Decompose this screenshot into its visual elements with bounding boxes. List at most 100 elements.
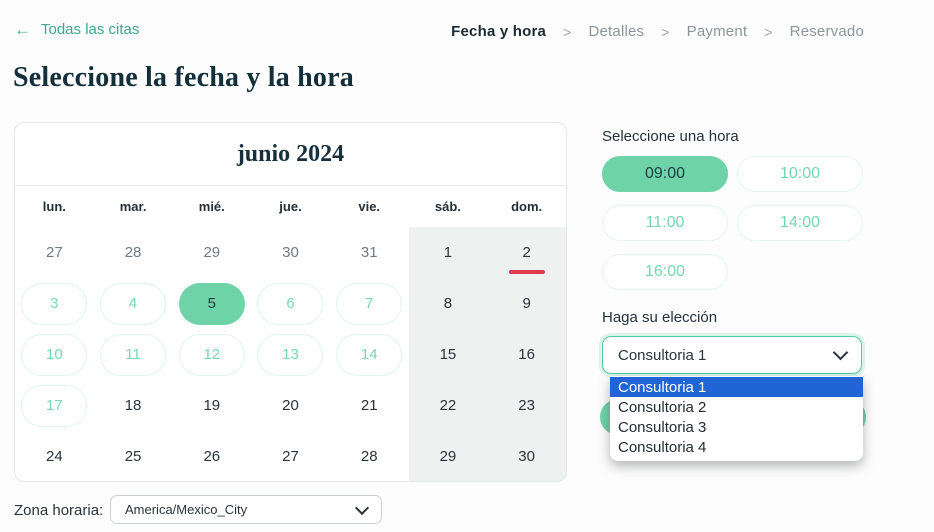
calendar-day[interactable]: 23 (487, 380, 566, 431)
consultation-select-value: Consultoria 1 (618, 346, 707, 364)
day-number: 16 (518, 346, 535, 363)
day-number: 6 (257, 282, 324, 325)
day-number: 28 (124, 244, 142, 261)
calendar-day[interactable]: 4 (94, 278, 173, 329)
day-number: 1 (443, 244, 453, 261)
calendar-day[interactable]: 9 (487, 278, 566, 329)
weekday-label: dom. (511, 199, 543, 214)
calendar-day[interactable]: 28 (330, 431, 409, 481)
calendar-day[interactable]: 27 (251, 431, 330, 481)
calendar-day[interactable]: 24 (15, 431, 94, 481)
day-number: 29 (439, 448, 457, 465)
calendar-day[interactable]: 30 (487, 431, 566, 481)
breadcrumb-separator: > (563, 23, 572, 40)
time-slot-list: 09:00 10:00 11:00 14:00 16:00 (602, 156, 863, 290)
back-arrow-icon: ← (14, 20, 31, 39)
dropdown-option[interactable]: Consultoria 3 (618, 418, 707, 436)
calendar-day[interactable]: 28 (94, 227, 173, 278)
back-link-label: Todas las citas (41, 21, 140, 38)
day-number: 20 (282, 397, 299, 414)
day-number: 24 (46, 448, 63, 465)
calendar-day[interactable]: 11 (94, 329, 173, 380)
day-number: 25 (124, 448, 142, 465)
calendar-day[interactable]: 3 (15, 278, 94, 329)
day-number: 12 (178, 333, 245, 376)
day-number: 9 (522, 295, 531, 312)
calendar-day[interactable]: 12 (172, 329, 251, 380)
calendar-day[interactable]: 18 (94, 380, 173, 431)
weekday-label: vie. (358, 199, 381, 214)
calendar-day[interactable]: 27 (15, 227, 94, 278)
day-number: 27 (46, 244, 63, 261)
calendar-day[interactable]: 20 (251, 380, 330, 431)
consultation-dropdown: Consultoria 1 Consultoria 2 Consultoria 3 C… (610, 376, 863, 461)
time-slot-button[interactable]: 14:00 (737, 205, 863, 241)
calendar-day[interactable]: 6 (251, 278, 330, 329)
time-slot-button[interactable]: 09:00 (602, 156, 728, 192)
calendar-day[interactable]: 22 (408, 380, 488, 431)
day-number: 30 (518, 448, 535, 465)
weekday-label: sáb. (434, 199, 461, 214)
day-number: 10 (21, 333, 88, 376)
choice-section-label: Haga su elección (602, 309, 718, 326)
day-number: 4 (100, 282, 167, 325)
calendar-day[interactable]: 19 (172, 380, 251, 431)
day-number: 27 (282, 448, 299, 465)
calendar-day[interactable]: 13 (251, 329, 330, 380)
calendar-day[interactable]: 30 (251, 227, 330, 278)
time-slot-button[interactable]: 10:00 (737, 156, 863, 192)
timezone-select[interactable]: America/Mexico_City (110, 495, 382, 524)
breadcrumb: Fecha y hora > Detalles > Payment > Reservado (451, 23, 864, 40)
day-number: 28 (360, 448, 378, 465)
weekday-header-row: lun. mar. mié. jue. vie. sáb. dom. (15, 186, 566, 227)
chevron-down-icon (832, 344, 849, 361)
time-slot-button[interactable]: 16:00 (602, 254, 728, 290)
chevron-down-icon (354, 500, 370, 516)
calendar-day[interactable]: 14 (330, 329, 409, 380)
calendar-day[interactable]: 16 (487, 329, 566, 380)
back-to-appointments-link[interactable]: ← Todas las citas (14, 21, 139, 38)
calendar-day[interactable]: 29 (172, 227, 251, 278)
day-number: 17 (21, 384, 88, 427)
calendar-day[interactable]: 17 (15, 380, 94, 431)
day-number: 15 (439, 346, 457, 363)
calendar-day[interactable]: 15 (408, 329, 488, 380)
calendar-day[interactable]: 26 (172, 431, 251, 481)
day-number: 22 (439, 397, 457, 414)
dropdown-option[interactable]: Consultoria 2 (618, 398, 707, 416)
calendar-day[interactable]: 7 (330, 278, 409, 329)
calendar-day[interactable]: 25 (94, 431, 173, 481)
calendar: junio 2024 lun. mar. mié. jue. vie. sáb. dom. … (14, 122, 567, 482)
dropdown-option[interactable]: Consultoria 4 (618, 438, 707, 456)
day-number: 14 (336, 333, 403, 376)
calendar-day[interactable]: 5 (172, 278, 251, 329)
weekday-label: lun. (42, 199, 66, 214)
consultation-select[interactable]: Consultoria 1 (602, 336, 862, 374)
breadcrumb-item[interactable]: Fecha y hora (451, 23, 547, 40)
calendar-day[interactable]: 21 (330, 380, 409, 431)
time-slot-button[interactable]: 11:00 (602, 205, 728, 241)
calendar-day[interactable]: 29 (408, 431, 488, 481)
day-number: 21 (360, 397, 378, 414)
breadcrumb-item[interactable]: Payment (686, 23, 748, 40)
weekday-label: mié. (198, 199, 225, 214)
day-number: 11 (100, 333, 167, 376)
calendar-day[interactable]: 10 (15, 329, 94, 380)
breadcrumb-item[interactable]: Detalles (588, 23, 645, 40)
day-number: 8 (443, 295, 453, 312)
day-number: 19 (203, 397, 221, 414)
day-number: 7 (336, 282, 403, 325)
timezone-select-value: America/Mexico_City (125, 502, 248, 517)
day-number: 3 (21, 282, 88, 325)
calendar-day[interactable]: 2 (487, 227, 566, 278)
calendar-day-grid: 27 28 29 30 31 1 2 3 4 5 (15, 227, 566, 481)
calendar-day[interactable]: 1 (408, 227, 488, 278)
day-number: 2 (494, 232, 560, 274)
dropdown-option[interactable]: Consultoria 1 (610, 377, 863, 397)
calendar-month-title: junio 2024 (15, 123, 566, 186)
weekday-label: jue. (279, 199, 302, 214)
calendar-day[interactable]: 8 (408, 278, 488, 329)
calendar-day[interactable]: 31 (330, 227, 409, 278)
page-title: Seleccione la fecha y la hora (13, 62, 354, 93)
breadcrumb-item[interactable]: Reservado (789, 23, 864, 40)
